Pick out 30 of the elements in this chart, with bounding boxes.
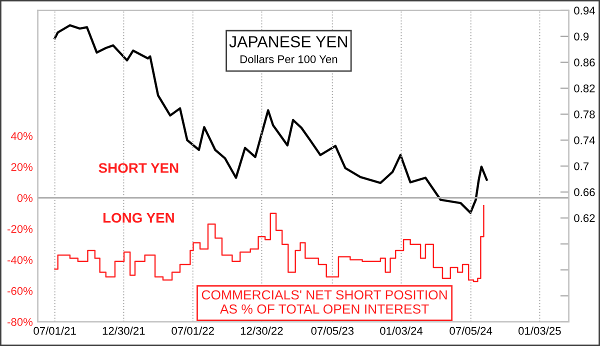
x-tick-label: 01/03/25 <box>518 326 561 335</box>
y-tick-label: -80% <box>7 318 33 326</box>
y-tick-label: 40% <box>10 132 33 140</box>
annotation: SHORT YEN <box>98 163 178 173</box>
text: Dollars Per 100 Yen <box>240 55 338 64</box>
y2-tick-label: 0.82 <box>574 84 595 92</box>
y2-tick-label: 0.74 <box>574 136 595 144</box>
y-tick-label: -20% <box>7 225 33 233</box>
x-tick-label: 07/05/23 <box>311 326 354 335</box>
y-tick-label: -60% <box>7 287 33 295</box>
annotation: COMMERCIALS' NET SHORT POSITION AS % OF TOTAL OPEN INTEREST <box>202 290 447 314</box>
y2-tick-label: 0.9 <box>574 32 589 40</box>
x-tick-label: 12/30/22 <box>240 326 283 335</box>
x-tick-label: 07/01/21 <box>34 326 76 335</box>
x-tick-label: 01/03/24 <box>380 326 423 335</box>
y2-tick-label: 0.78 <box>574 110 595 118</box>
line-series <box>54 24 488 214</box>
y2-tick-label: 0.62 <box>574 214 595 222</box>
y-tick-label: 20% <box>11 163 33 171</box>
x-tick-label: 07/01/22 <box>172 326 214 335</box>
x-tick-label: 07/05/24 <box>450 326 492 335</box>
y2-tick-label: 0.86 <box>574 58 595 66</box>
annotation: LONG YEN <box>103 212 174 223</box>
y-tick-label: 0% <box>17 194 33 202</box>
y-tick-label: -40% <box>7 256 33 264</box>
x-tick-label: 12/30/21 <box>102 326 145 335</box>
y2-tick-label: 0.94 <box>574 6 595 15</box>
text: JAPANESE YEN <box>229 36 348 48</box>
y2-tick-label: 0.7 <box>574 162 589 170</box>
y2-tick-label: 0.66 <box>574 188 595 196</box>
